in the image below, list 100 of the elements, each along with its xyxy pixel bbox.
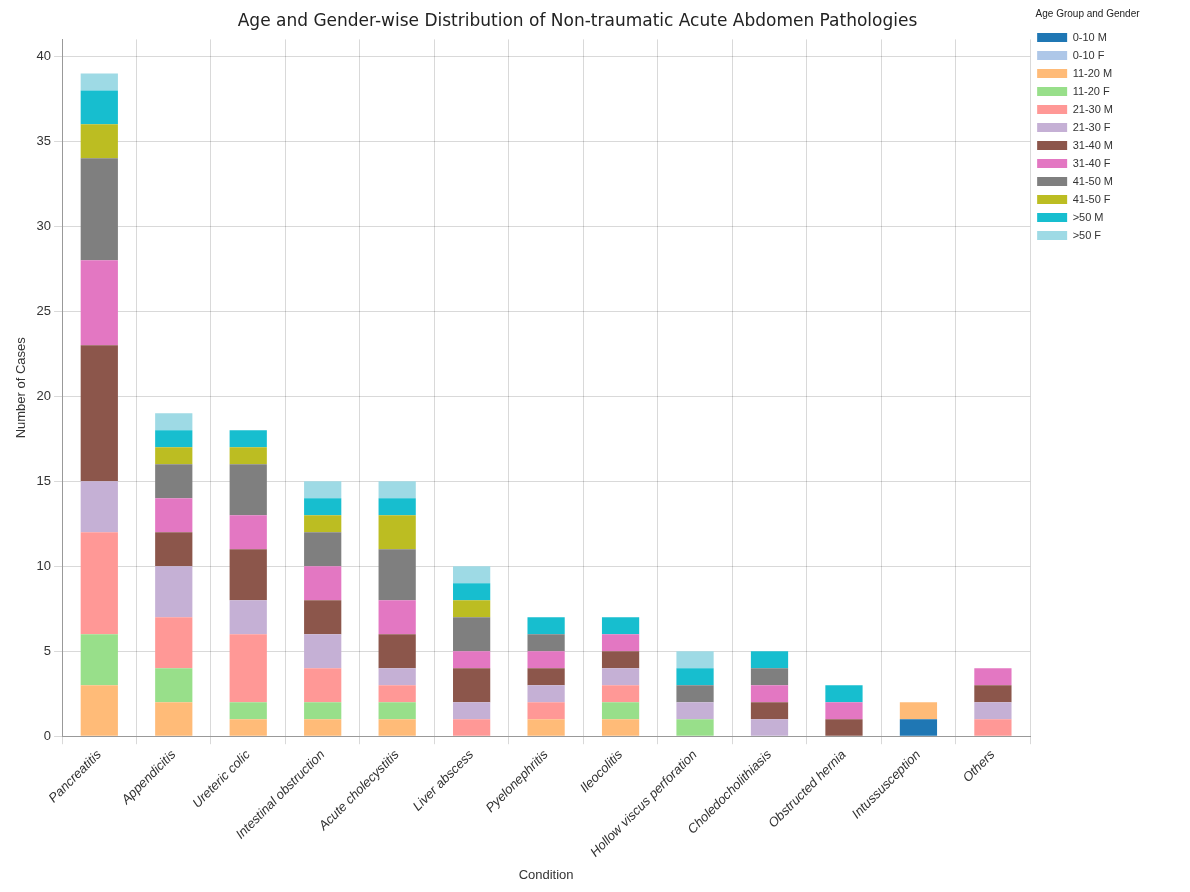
bar: [676, 685, 714, 703]
legend-label: 21-30 F: [1072, 120, 1133, 133]
bar: [378, 719, 416, 736]
bar: [453, 566, 491, 584]
bar: [601, 685, 640, 703]
y-tick-label: 5: [43, 642, 52, 658]
legend-label: >50 F: [1072, 228, 1124, 241]
bar: [750, 668, 789, 686]
bar: [304, 515, 342, 533]
y-tick-label: 30: [36, 217, 52, 233]
bar: [378, 515, 416, 550]
bar: [378, 702, 416, 720]
bar: [601, 719, 640, 736]
bar: [899, 702, 938, 720]
legend-label: 0-10 F: [1072, 48, 1127, 61]
bar: [676, 668, 714, 686]
bar: [378, 668, 416, 686]
bar: [378, 498, 416, 516]
legend-label: 31-40 M: [1072, 138, 1136, 151]
bar: [80, 634, 118, 686]
bar: [527, 719, 565, 736]
bar: [80, 124, 118, 159]
bar: [750, 702, 789, 720]
bar: [601, 634, 640, 652]
bar: [304, 702, 342, 720]
bar: [155, 532, 193, 567]
bar: [80, 685, 118, 736]
bar: [601, 617, 640, 635]
bar: [750, 685, 789, 703]
y-tick-label: 25: [36, 302, 52, 318]
bar: [155, 498, 193, 533]
bar: [155, 413, 193, 431]
legend-label: 41-50 M: [1072, 174, 1136, 187]
bar: [974, 685, 1012, 703]
bar: [80, 345, 118, 482]
bar: [155, 566, 193, 618]
bar: [304, 668, 342, 703]
bar: [601, 668, 640, 686]
bar: [304, 600, 342, 635]
legend-label: 21-30 M: [1072, 102, 1136, 115]
legend-title: Age Group and Gender: [1035, 7, 1141, 19]
bar: [453, 651, 491, 669]
bar: [974, 668, 1012, 686]
bar: [304, 532, 342, 567]
bar: [304, 566, 342, 601]
bar: [527, 651, 565, 669]
bar: [229, 515, 267, 550]
y-axis-title: Number of Cases: [13, 336, 29, 439]
bar: [378, 685, 416, 703]
bar: [80, 90, 118, 125]
chart-title: Age and Gender-wise Distribution of Non-traumatic Acute Abdomen Pathologies: [237, 9, 918, 30]
bar: [453, 617, 491, 652]
bar: [453, 600, 491, 618]
bar: [155, 702, 193, 736]
bar: [155, 617, 193, 669]
bar: [676, 719, 714, 736]
bar: [601, 651, 640, 669]
bar: [229, 600, 267, 635]
bar: [453, 719, 491, 736]
bar: [80, 158, 118, 261]
bar: [825, 719, 863, 736]
x-axis-title: Condition: [518, 866, 574, 882]
bar: [676, 651, 714, 669]
legend-label: 11-20 M: [1072, 66, 1135, 79]
bar: [527, 685, 565, 703]
legend-label: 0-10 M: [1072, 30, 1129, 43]
bar: [80, 73, 118, 91]
bar: [527, 668, 565, 686]
bar: [304, 719, 342, 736]
legend-label: >50 M: [1072, 210, 1126, 223]
y-tick-label: 15: [36, 472, 52, 488]
bar: [527, 617, 565, 635]
bar: [527, 634, 565, 652]
bar: [304, 498, 342, 516]
bar: [304, 481, 342, 499]
bar: [229, 447, 267, 465]
bar: [229, 719, 267, 736]
bar: [899, 719, 938, 736]
bar: [750, 719, 789, 736]
bar: [229, 464, 267, 516]
bar: [155, 430, 193, 448]
bar: [155, 447, 193, 465]
bar: [378, 481, 416, 499]
bar: [378, 600, 416, 635]
y-tick-label: 0: [43, 727, 52, 743]
bar: [378, 549, 416, 601]
bar: [825, 685, 863, 703]
y-tick-label: 20: [36, 387, 52, 403]
bar: [453, 583, 491, 601]
bar: [229, 634, 267, 703]
bar: [750, 651, 789, 669]
bar: [229, 430, 267, 448]
legend-label: 41-50 F: [1072, 192, 1133, 205]
bar: [80, 260, 118, 346]
bar: [974, 719, 1012, 736]
y-tick-label: 10: [36, 557, 52, 573]
bar: [676, 702, 714, 720]
bar: [974, 702, 1012, 720]
bar: [80, 532, 118, 635]
bar: [825, 702, 863, 720]
